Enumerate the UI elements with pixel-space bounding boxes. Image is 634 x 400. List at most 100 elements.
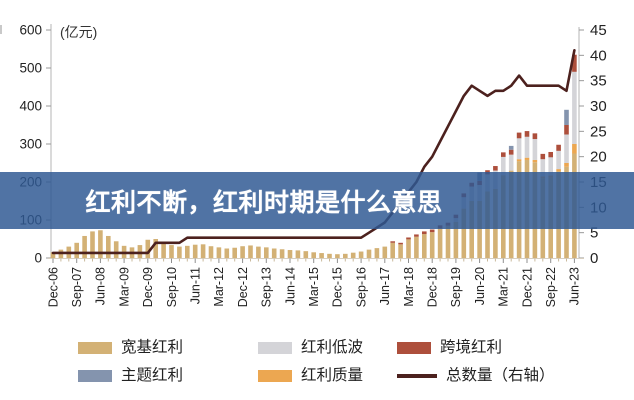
- bar-segment: [556, 150, 561, 170]
- bar-segment: [271, 248, 277, 258]
- bar-segment: [501, 152, 506, 157]
- bar-segment: [216, 247, 222, 258]
- svg-text:Dec-09: Dec-09: [141, 267, 155, 307]
- bar-segment: [532, 159, 538, 163]
- bar-segment: [185, 245, 190, 258]
- bar-segment: [524, 157, 530, 160]
- svg-text:45: 45: [590, 22, 607, 39]
- bar-segment: [414, 236, 419, 258]
- bar-segment: [319, 253, 324, 258]
- bar-segment: [556, 169, 561, 172]
- svg-text:Mar-18: Mar-18: [402, 267, 416, 307]
- bar-segment: [572, 54, 577, 72]
- bar-segment: [287, 250, 293, 258]
- bar-segment: [540, 159, 546, 177]
- svg-text:Sep-22: Sep-22: [544, 267, 558, 307]
- svg-text:Mar-15: Mar-15: [307, 267, 321, 307]
- bar-segment: [540, 153, 546, 160]
- bar-segment: [564, 109, 569, 125]
- bar-segment: [422, 234, 427, 258]
- bar-segment: [429, 229, 435, 233]
- bar-segment: [311, 252, 316, 258]
- bar-segment: [106, 235, 111, 258]
- bar-segment: [508, 145, 514, 150]
- bar-segment: [161, 242, 166, 258]
- bar-segment: [192, 244, 198, 258]
- svg-text:0: 0: [590, 250, 598, 267]
- svg-text:Mar-12: Mar-12: [212, 267, 226, 307]
- bar-segment: [524, 136, 530, 158]
- svg-text:35: 35: [590, 73, 607, 90]
- total-count-line: [51, 49, 576, 255]
- bar-segment: [445, 225, 451, 258]
- svg-text:Mar-09: Mar-09: [117, 267, 131, 307]
- bar-segment: [516, 138, 522, 160]
- bar-segment: [177, 246, 182, 258]
- bar-segment: [398, 242, 403, 245]
- svg-text:Mar-21: Mar-21: [497, 267, 511, 307]
- bar-segment: [256, 246, 261, 258]
- bar-segment: [137, 245, 143, 258]
- bar-segment: [564, 163, 569, 167]
- bar-segment: [437, 228, 443, 258]
- svg-text:Dec-12: Dec-12: [236, 267, 250, 307]
- bar-segment: [153, 239, 158, 258]
- bar-segment: [335, 254, 340, 258]
- bar-segment: [113, 241, 119, 258]
- bar-segment: [564, 125, 569, 135]
- bar-segment: [90, 231, 95, 258]
- bar-segment: [295, 250, 301, 258]
- svg-text:Jun-14: Jun-14: [283, 267, 297, 305]
- svg-text:25: 25: [590, 123, 607, 140]
- svg-text:5: 5: [590, 225, 598, 242]
- edge-artifact: [0, 25, 2, 34]
- svg-text:Dec-21: Dec-21: [520, 267, 534, 307]
- bar-segment: [501, 156, 506, 176]
- bar-segment: [232, 247, 237, 258]
- svg-text:Sep-16: Sep-16: [354, 267, 368, 307]
- bar-segment: [422, 231, 427, 235]
- svg-text:600: 600: [19, 23, 42, 38]
- svg-text:Dec-18: Dec-18: [426, 267, 440, 307]
- svg-text:Sep-07: Sep-07: [70, 267, 84, 307]
- bar-segment: [374, 248, 380, 258]
- bar-segment: [493, 166, 498, 171]
- svg-text:Jun-23: Jun-23: [568, 267, 582, 305]
- bar-segment: [508, 154, 514, 171]
- svg-text:Sep-19: Sep-19: [449, 267, 463, 307]
- bar-segment: [200, 244, 206, 258]
- svg-text:300: 300: [19, 137, 42, 152]
- bar-segment: [350, 252, 356, 258]
- bar-segment: [98, 230, 103, 258]
- bar-segment: [390, 241, 395, 243]
- bar-segment: [532, 133, 538, 140]
- bar-segment: [264, 247, 269, 258]
- title-banner: 红利不断，红利时期是什么意思: [0, 172, 634, 229]
- bar-segment: [358, 251, 364, 258]
- bar-segment: [224, 248, 230, 258]
- bar-segment: [572, 144, 577, 154]
- bar-segment: [508, 149, 514, 155]
- bar-segment: [240, 246, 245, 258]
- bar-segment: [532, 139, 538, 160]
- bar-segment: [429, 232, 435, 258]
- bar-segment: [208, 246, 214, 258]
- svg-text:Dec-06: Dec-06: [46, 267, 60, 307]
- bar-segment: [453, 221, 459, 258]
- bar-segment: [406, 237, 411, 240]
- bar-segment: [516, 159, 522, 162]
- svg-text:30: 30: [590, 98, 607, 115]
- svg-text:Sep-10: Sep-10: [165, 267, 179, 307]
- svg-text:Jun-20: Jun-20: [473, 267, 487, 305]
- svg-text:Dec-15: Dec-15: [331, 267, 345, 307]
- svg-text:(亿元): (亿元): [60, 24, 97, 40]
- svg-text:40: 40: [590, 47, 607, 64]
- bar-segment: [343, 253, 348, 258]
- total-line-path: [51, 49, 576, 255]
- bar-segment: [516, 132, 522, 139]
- svg-text:Sep-13: Sep-13: [260, 267, 274, 307]
- banner-title: 红利不断，红利时期是什么意思: [85, 188, 443, 217]
- bar-segment: [477, 201, 482, 258]
- bar-segment: [145, 239, 151, 258]
